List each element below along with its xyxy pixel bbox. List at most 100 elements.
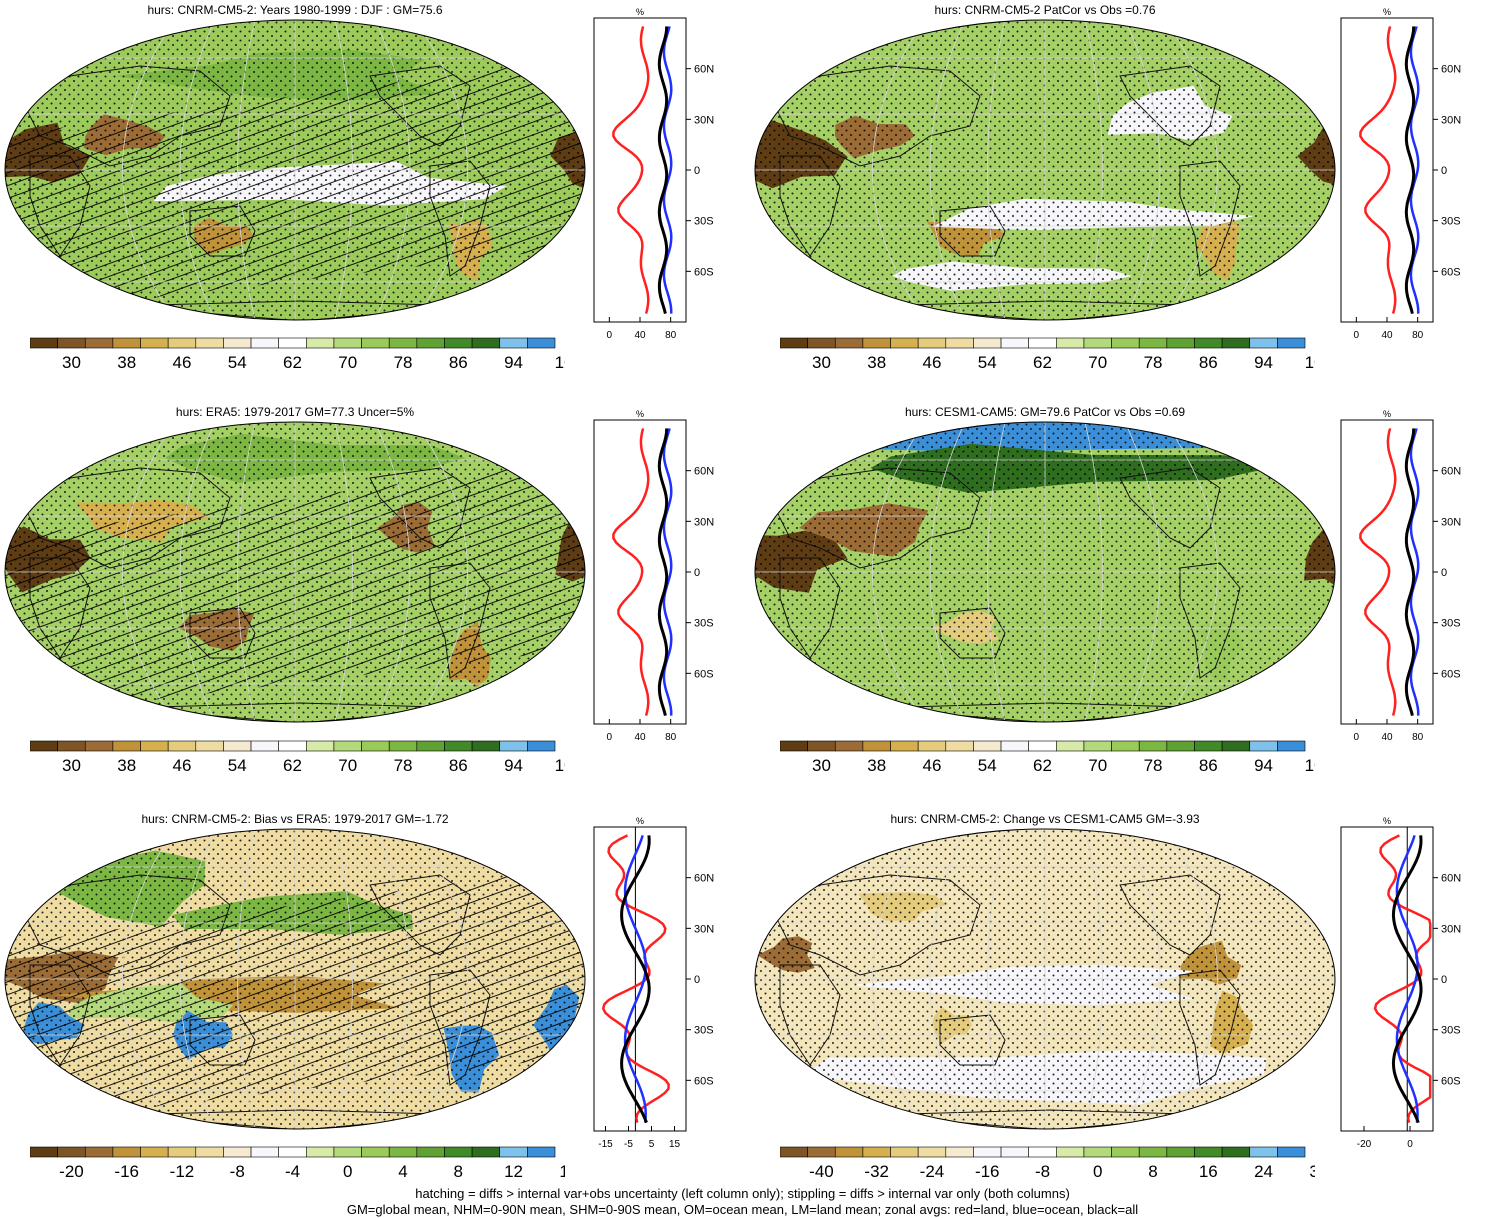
longitude-gridline [374,20,411,320]
colorbar-swatch [1028,740,1057,752]
colorbar-swatch [278,337,307,349]
longitude-gridline [1124,422,1161,722]
zonal-ytick-label: 60S [1441,1075,1461,1087]
zonal-mean-plot: % 60N 30N 0 30S 60S 0 40 80 [593,7,714,341]
map-title: hurs: CNRM-CM5-2: Years 1980-1999 : DJF … [147,3,443,17]
colorbar-swatch [1249,337,1278,349]
colorbar-swatch [1056,1146,1085,1158]
zonal-xtick-label: 0 [1354,330,1360,341]
robinson-map [4,421,586,723]
zonal-ytick-label: 60N [1441,873,1461,885]
colorbar-swatch [917,740,947,752]
colorbar-swatch [112,337,141,349]
zonal-frame [1340,17,1434,323]
colorbar-swatch [1194,1146,1223,1158]
longitude-gridline [374,829,411,1129]
colorbar-swatch [862,337,891,349]
colorbar-swatch [471,1146,501,1158]
colorbar-label: 94 [504,756,523,775]
colorbar-label: 30 [812,756,831,775]
colorbar-swatch [499,1146,528,1158]
colorbar-swatch [1277,337,1306,349]
colorbar-swatch [834,1146,864,1158]
colorbar-swatch [140,337,169,349]
colorbar-swatch [361,1146,390,1158]
map-border [754,421,1336,723]
zonal-xtick-label: 80 [665,330,677,341]
colorbar-swatch [140,1146,169,1158]
zonal-ytick-label: 60S [694,1075,714,1087]
colorbar-swatch [834,337,864,349]
map-border [4,19,586,321]
zonal-curve-all [620,835,651,1124]
zonal-xtick-label: 80 [665,732,677,743]
zonal-unit-label: % [636,816,644,826]
colorbar-swatch [84,740,114,752]
colorbar-swatch [112,1146,141,1158]
colorbar-label: 62 [1033,353,1052,372]
colorbar-swatch [306,337,335,349]
zonal-mean-plot: % 60N 30N 0 30S 60S 0 40 80 [593,409,714,743]
zonal-ytick-label: 30N [1441,923,1461,935]
zonal-unit-label: % [636,7,644,17]
colorbar-label: 46 [923,353,942,372]
longitude-gridline [872,829,926,1129]
zonal-xtick-label: 80 [1412,330,1424,341]
colorbar-swatch [444,740,473,752]
zonal-ytick-label: 30N [1441,114,1461,126]
colorbar-swatch [361,337,390,349]
colorbar-swatch [250,337,279,349]
zonal-ytick-label: 30N [694,923,714,935]
colorbar-label: 94 [1254,353,1273,372]
colorbar-swatch [890,1146,919,1158]
longitude-gridline [929,422,966,722]
colorbar-label: 38 [117,353,136,372]
robinson-map [754,19,1336,321]
map-field [755,20,1335,320]
robinson-map [754,828,1336,1130]
zonal-unit-label: % [1383,7,1391,17]
colorbar-label: 0 [343,1162,352,1181]
colorbar-label: 30 [62,756,81,775]
longitude-gridline [122,829,176,1129]
colorbar: 303846546270788694102110 [30,740,565,775]
longitude-gridline [374,422,411,722]
zonal-curve-land [612,26,650,314]
colorbar-label: 86 [1199,353,1218,372]
colorbar-swatch [1028,1146,1057,1158]
longitude-gridline [122,422,176,722]
colorbar-label: 86 [1199,756,1218,775]
colorbar-swatch [1166,740,1195,752]
colorbar-label: 24 [1254,1162,1273,1181]
zonal-unit-label: % [1383,409,1391,419]
longitude-gridline [1164,829,1218,1129]
colorbar-label: 4 [398,1162,407,1181]
longitude-gridline [334,829,353,1129]
colorbar-swatch [223,337,252,349]
colorbar-swatch [527,1146,556,1158]
zonal-unit-label: % [636,409,644,419]
longitude-gridline [1084,422,1103,722]
colorbar-label: 62 [283,756,302,775]
longitude-gridline [929,20,966,320]
colorbar-swatch [223,740,252,752]
map-border [4,421,586,723]
longitude-gridline [987,829,1006,1129]
zonal-xtick-label: 0 [607,330,613,341]
colorbar-swatch [973,337,1002,349]
colorbar-swatch [862,1146,891,1158]
colorbar-label: 54 [978,353,997,372]
colorbar-swatch [780,337,808,349]
colorbar-label: 70 [1088,756,1107,775]
map-field [5,422,585,722]
colorbar-swatch [388,1146,418,1158]
colorbar-swatch [1166,1146,1195,1158]
longitude-gridline [237,422,256,722]
colorbar-label: -4 [285,1162,300,1181]
map-border [4,828,586,1130]
colorbar-label: 30 [62,353,81,372]
footer-note-hatching: hatching = diffs > internal var+obs unce… [415,1186,1070,1201]
colorbar-label: 8 [1148,1162,1157,1181]
zonal-ytick-label: 0 [1441,567,1447,579]
colorbar-label: 70 [1088,353,1107,372]
